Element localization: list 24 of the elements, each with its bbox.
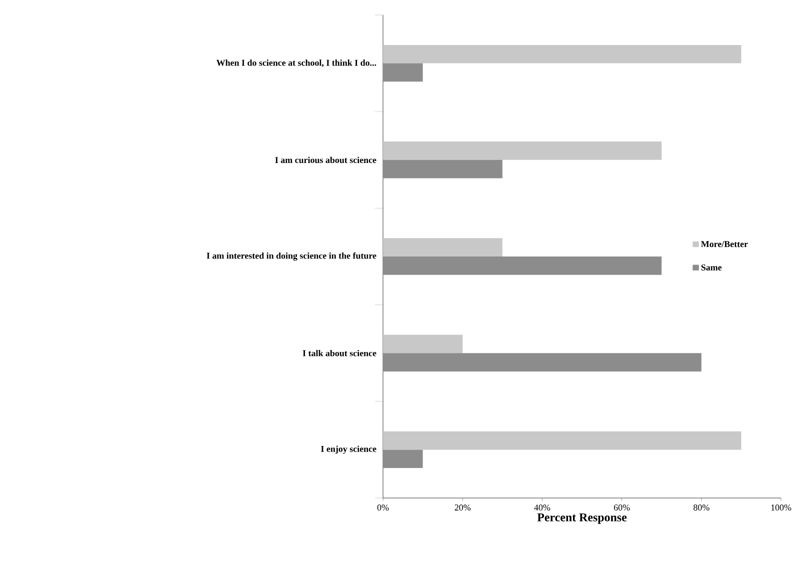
x-tick-label: 100% [771,504,792,511]
x-axis-title: Percent Response [537,513,627,524]
y-tick-label: I am interested in doing science in the future [206,252,376,261]
y-tick-label: I talk about science [302,350,376,356]
legend-label: Same [701,264,722,270]
x-tick-label: 0% [377,504,389,511]
y-tick-label: I am curious about science [275,156,376,164]
x-tick-label: 80% [694,504,710,511]
bar [383,334,463,354]
legend-label: More/Better [701,241,748,248]
x-tick-label: 40% [534,504,550,511]
bar [383,450,423,468]
bar [383,142,662,160]
bar [383,353,702,372]
y-tick-label: I enjoy science [321,446,376,454]
bar [383,431,742,450]
x-tick-label: 60% [614,504,630,511]
y-tick-label: When I do science at school, I think I do... [216,60,376,68]
bar [383,63,423,82]
x-tick-label: 20% [454,504,471,511]
bar [383,238,502,257]
bar [383,256,662,275]
bar [383,44,742,64]
bar [383,160,502,178]
